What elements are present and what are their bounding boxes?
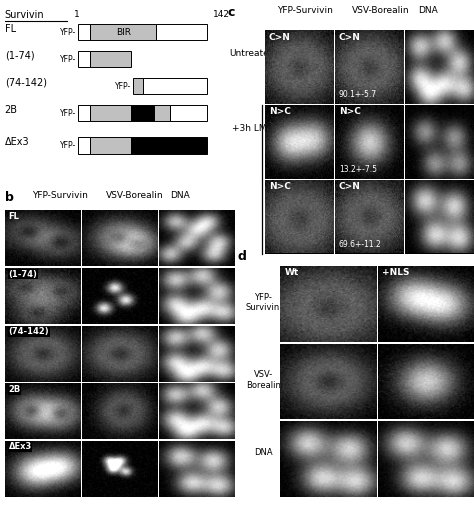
Bar	[131, 137, 207, 154]
Bar	[131, 105, 154, 121]
Bar	[78, 137, 90, 154]
Text: DNA: DNA	[418, 6, 438, 15]
Text: ΔEx3: ΔEx3	[9, 443, 32, 451]
Text: VSV-
Borealin: VSV- Borealin	[246, 370, 281, 389]
Text: FL: FL	[9, 212, 19, 221]
Text: 13.2+-7.5: 13.2+-7.5	[339, 165, 377, 174]
Text: VSV-Borealin: VSV-Borealin	[352, 6, 410, 15]
Text: +3h LMB: +3h LMB	[232, 124, 273, 133]
Text: YFP-: YFP-	[60, 27, 76, 37]
Text: YFP-: YFP-	[60, 55, 76, 63]
Text: Wt: Wt	[284, 268, 299, 277]
Text: VSV-Borealin: VSV-Borealin	[106, 191, 164, 200]
Text: YFP-
Survivin: YFP- Survivin	[246, 293, 280, 312]
Text: 90.1+-5.7: 90.1+-5.7	[339, 90, 377, 99]
Bar	[78, 105, 90, 121]
Text: N>C: N>C	[269, 183, 291, 191]
Bar	[90, 137, 131, 154]
Bar	[143, 78, 207, 94]
Text: (1-74): (1-74)	[9, 270, 37, 279]
Text: 69.6+-11.2: 69.6+-11.2	[339, 240, 382, 249]
Text: C>N: C>N	[269, 32, 291, 42]
Bar	[170, 105, 207, 121]
Text: FL: FL	[5, 24, 16, 34]
Text: a: a	[2, 0, 11, 2]
Text: 1: 1	[73, 11, 80, 19]
Text: BIR: BIR	[116, 27, 131, 37]
Bar	[90, 51, 131, 67]
Text: DNA: DNA	[170, 191, 190, 200]
Text: d: d	[237, 250, 246, 263]
Text: (74-142): (74-142)	[5, 78, 47, 88]
Text: DNA: DNA	[254, 448, 273, 456]
Bar	[90, 105, 131, 121]
Text: N>C: N>C	[339, 107, 361, 117]
Bar	[134, 78, 143, 94]
Bar	[156, 24, 207, 40]
Text: +NLS: +NLS	[383, 268, 410, 277]
Text: C>N: C>N	[339, 32, 361, 42]
Text: YFP-Survivin: YFP-Survivin	[32, 191, 88, 200]
Text: b: b	[5, 191, 14, 204]
Text: (1-74): (1-74)	[5, 51, 34, 61]
Text: YFP-: YFP-	[60, 141, 76, 150]
Bar	[154, 105, 170, 121]
Text: YFP-: YFP-	[60, 108, 76, 118]
Text: 2B: 2B	[9, 385, 21, 394]
Bar	[90, 24, 156, 40]
Bar	[78, 24, 90, 40]
Text: c: c	[228, 6, 235, 19]
Text: ΔEx3: ΔEx3	[5, 137, 29, 148]
Text: (74-142): (74-142)	[9, 328, 49, 336]
Text: N>C: N>C	[269, 107, 291, 117]
Text: YFP-: YFP-	[115, 82, 131, 91]
Text: YFP-Survivin: YFP-Survivin	[277, 6, 333, 15]
Text: 2B: 2B	[5, 105, 18, 115]
Text: C>N: C>N	[339, 183, 361, 191]
Bar	[78, 51, 90, 67]
Text: 142: 142	[213, 11, 230, 19]
Text: Untreated: Untreated	[230, 49, 275, 58]
Text: Survivin: Survivin	[5, 11, 45, 20]
